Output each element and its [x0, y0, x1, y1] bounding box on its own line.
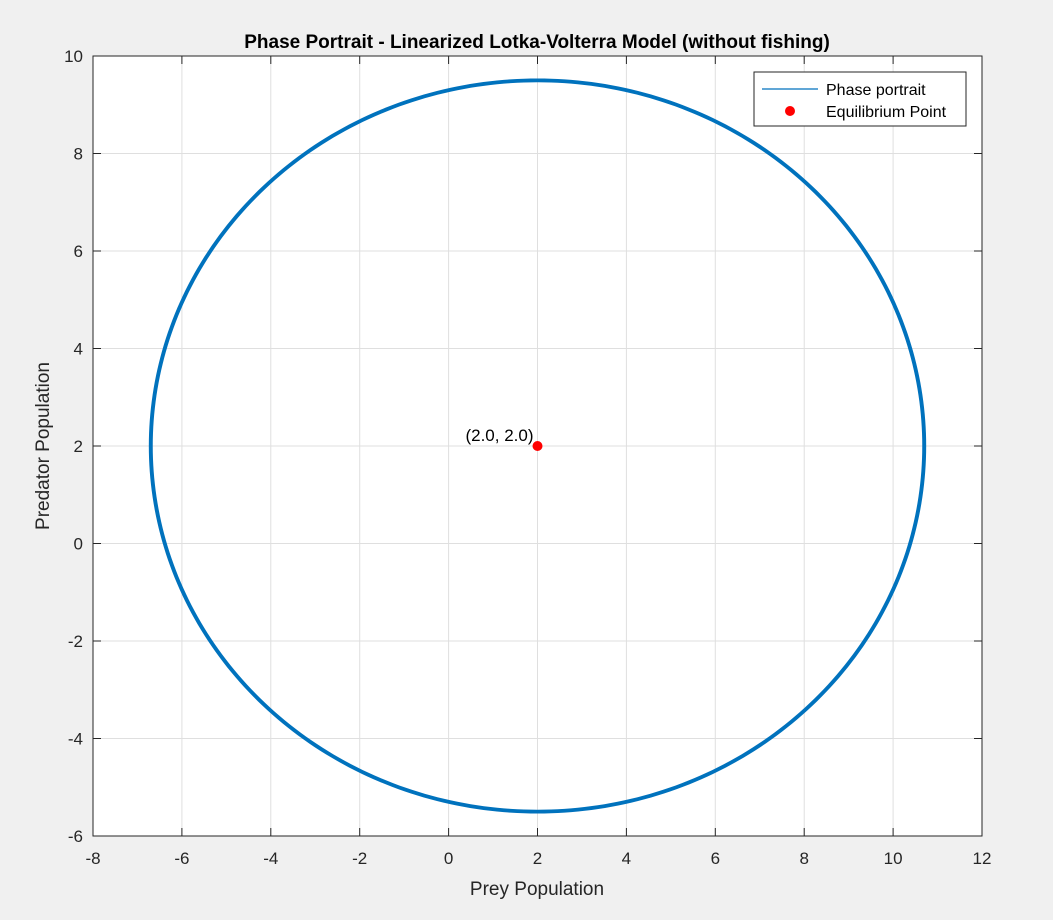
equilibrium-annotation: (2.0, 2.0): [465, 426, 533, 445]
equilibrium-point-marker: [532, 441, 543, 451]
x-axis-label: Prey Population: [470, 879, 604, 900]
x-tick-label: 4: [622, 849, 631, 868]
annotations: (2.0, 2.0): [465, 426, 533, 445]
equilibrium-markers: [532, 441, 543, 451]
x-tick-label: 0: [444, 849, 453, 868]
phase-portrait-line: [148, 78, 927, 814]
x-tick-label: -2: [352, 849, 367, 868]
x-tick-label: -8: [85, 849, 100, 868]
y-tick-label: -4: [68, 730, 83, 749]
y-tick-label: 2: [74, 437, 83, 456]
grid: [93, 56, 982, 836]
x-tick-label: 6: [711, 849, 720, 868]
legend-entry-equilibrium-point: Equilibrium Point: [826, 104, 947, 121]
legend-entry-phase-portrait: Phase portrait: [826, 82, 926, 99]
y-tick-label: 4: [74, 340, 83, 359]
x-tick-label: 10: [884, 849, 903, 868]
x-tick-label: -6: [174, 849, 189, 868]
x-tick-label: 8: [799, 849, 808, 868]
y-tick-label: -2: [68, 632, 83, 651]
y-tick-label: 10: [64, 47, 83, 66]
y-tick-label: 0: [74, 535, 83, 554]
legend[interactable]: Phase portrait Equilibrium Point: [753, 71, 967, 127]
y-tick-label: 8: [74, 145, 83, 164]
x-tick-label: 2: [533, 849, 542, 868]
legend-marker-swatch: [785, 106, 795, 116]
chart-title: Phase Portrait - Linearized Lotka-Volter…: [244, 32, 830, 53]
x-tick-label: -4: [263, 849, 278, 868]
y-tick-label: -6: [68, 827, 83, 846]
y-axis-label: Predator Population: [33, 362, 54, 530]
y-tick-label: 6: [74, 242, 83, 261]
legend-box: [753, 71, 967, 127]
x-tick-label: 12: [973, 849, 992, 868]
